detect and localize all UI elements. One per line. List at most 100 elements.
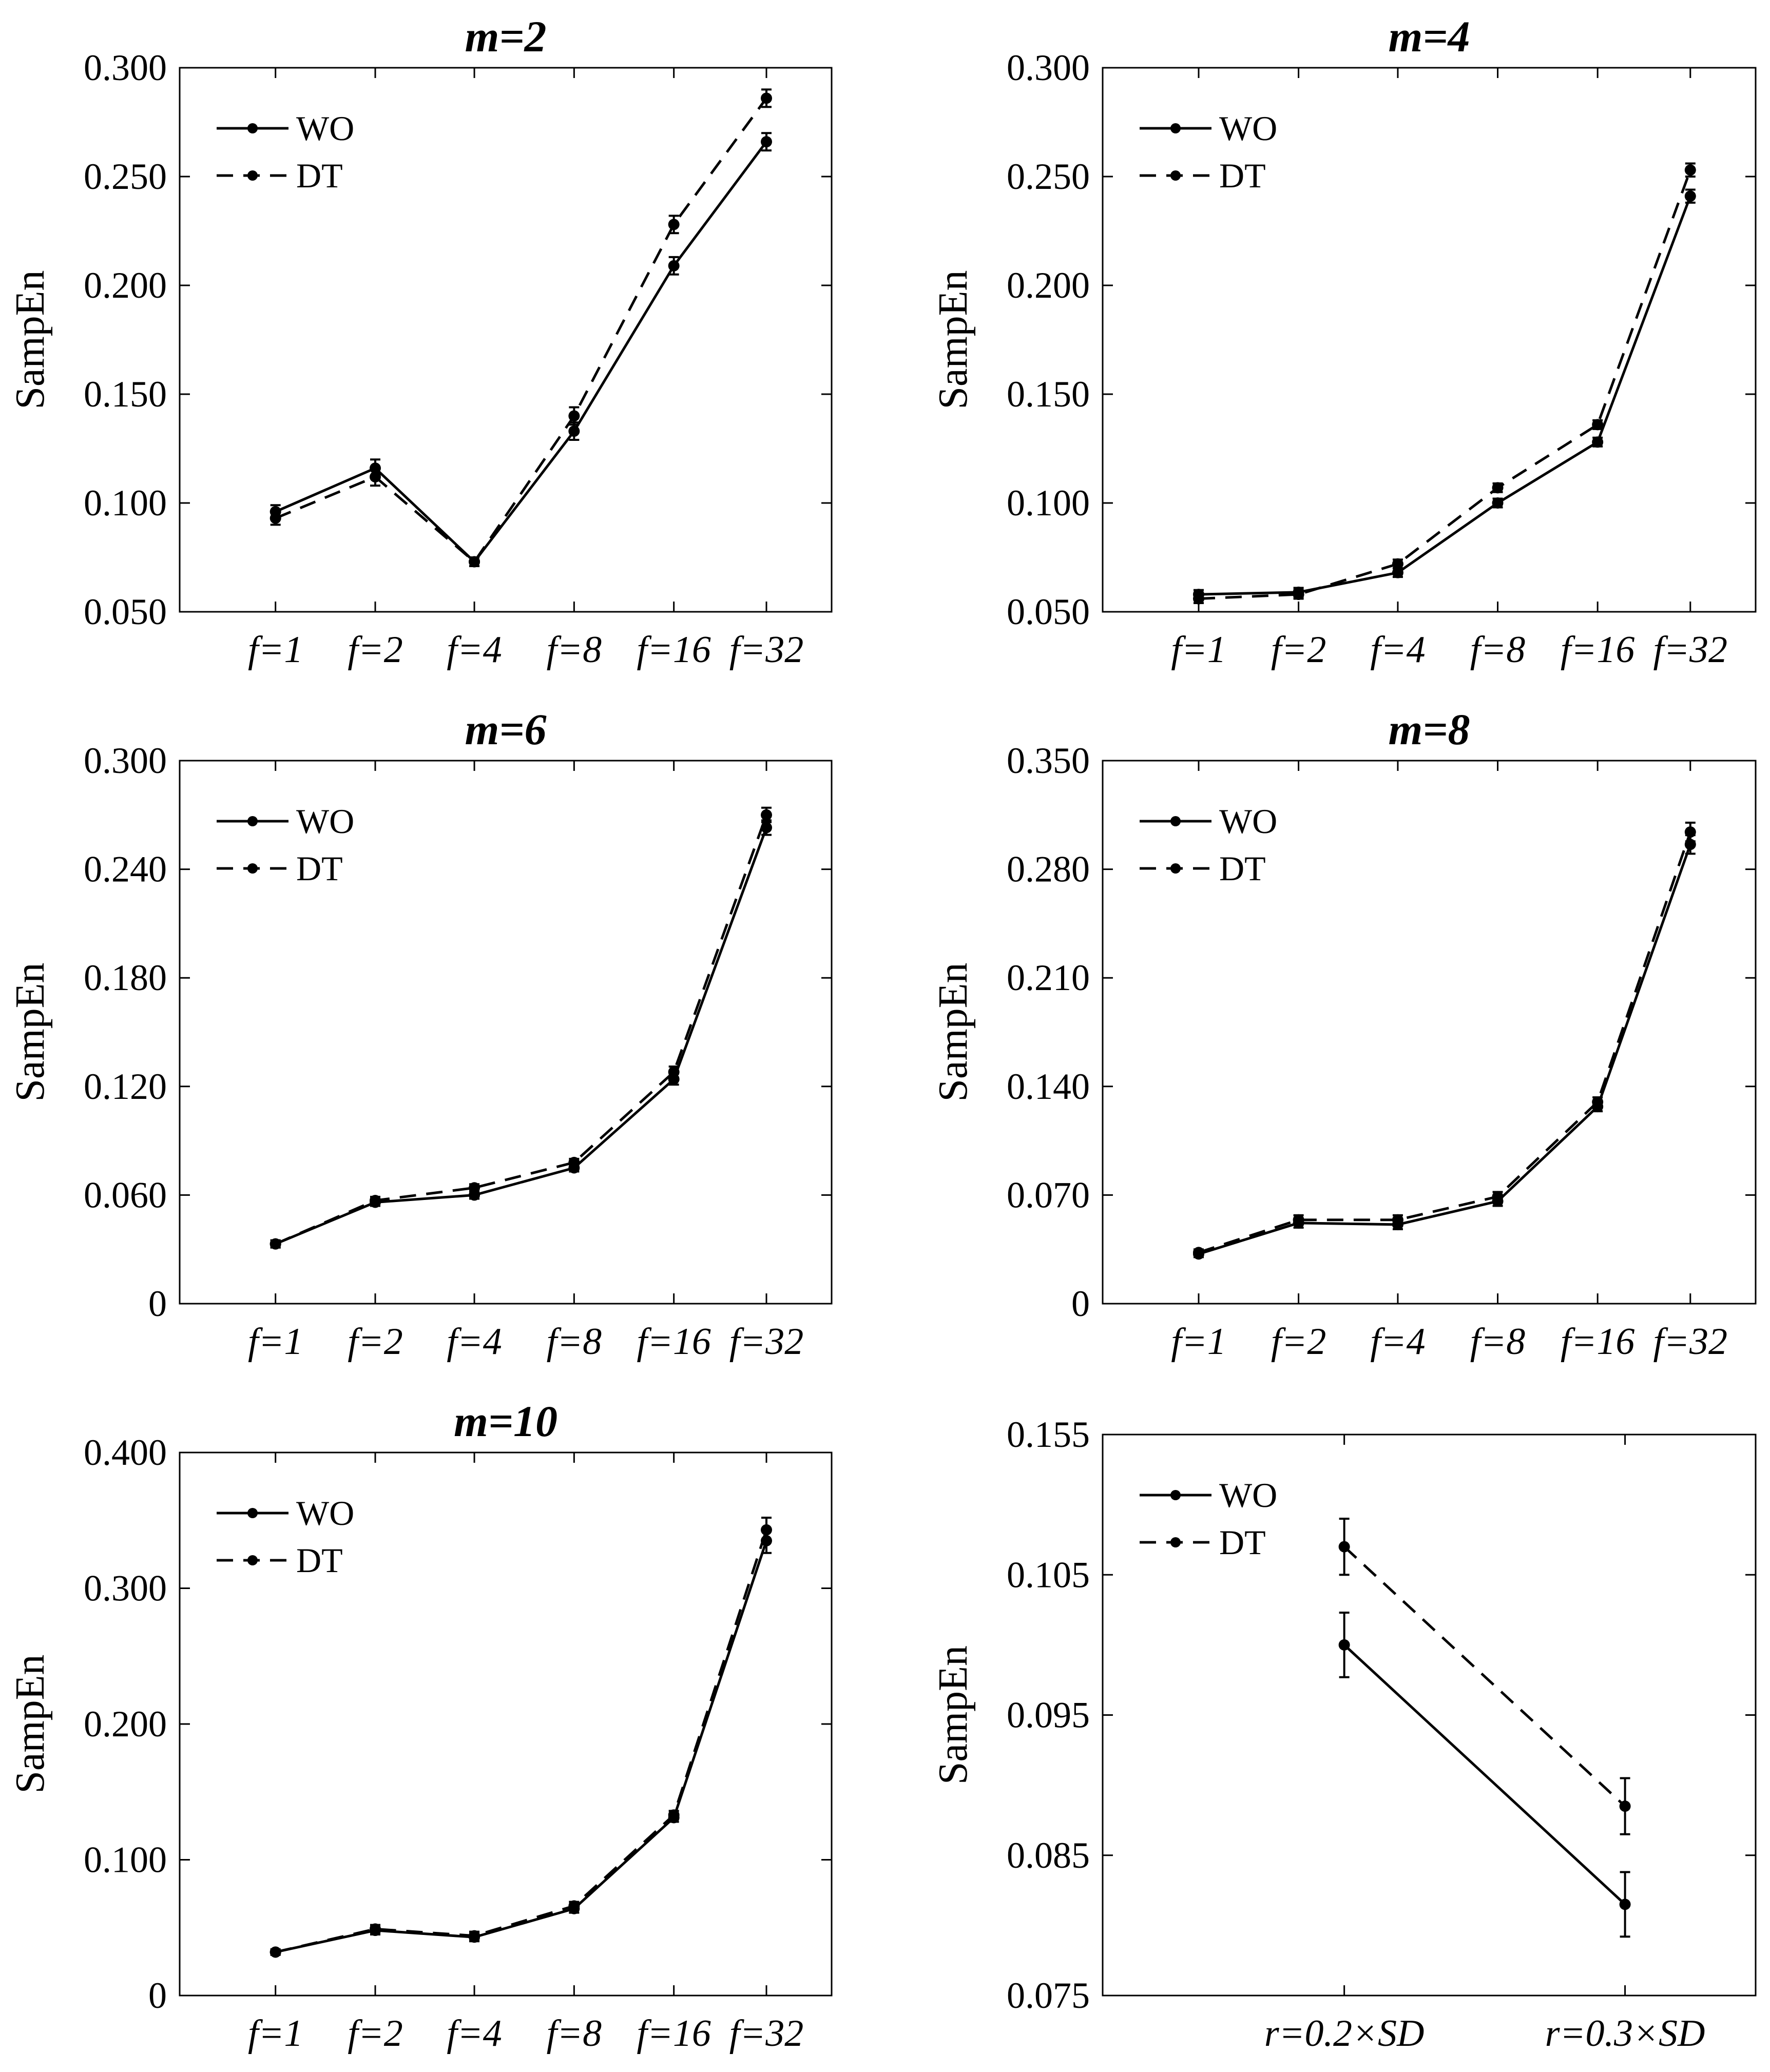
y-tick-label: 0.240: [84, 849, 167, 890]
x-tick-label: f=32: [729, 2012, 804, 2055]
y-tick-label: 0.100: [84, 482, 167, 524]
x-tick-label: f=2: [1271, 629, 1326, 671]
legend: WO DT: [1140, 802, 1277, 888]
y-tick-label: 0.085: [1007, 1835, 1090, 1876]
data-point-WO: [1392, 567, 1403, 578]
series-DT: [1192, 821, 1696, 1258]
data-point-DT: [1192, 593, 1204, 605]
x-tick-label: f=8: [1470, 629, 1526, 671]
legend-label-DT: DT: [296, 156, 343, 195]
y-tick-label: 0.150: [1007, 374, 1090, 415]
data-point-DT: [1592, 419, 1604, 431]
data-point-WO: [1592, 436, 1604, 448]
y-tick-label: 0.140: [1007, 1066, 1090, 1107]
x-tick-label: f=16: [637, 629, 711, 671]
legend-marker-DT: [1170, 863, 1181, 874]
series-WO: [1192, 188, 1696, 601]
x-tick-label: f=1: [1171, 629, 1226, 671]
legend-label-WO: WO: [296, 802, 354, 841]
y-tick-label: 0.050: [84, 591, 167, 632]
x-tick-label: f=16: [1561, 629, 1635, 671]
y-tick-label: 0.155: [1007, 1414, 1090, 1455]
legend-label-DT: DT: [296, 849, 343, 888]
data-point-WO: [1338, 1639, 1350, 1651]
x-tick-label: f=32: [1653, 1321, 1728, 1363]
data-point-WO: [1492, 497, 1504, 509]
data-point-DT: [270, 1238, 281, 1250]
data-point-DT: [270, 1946, 281, 1958]
y-tick-label: 0.300: [84, 47, 167, 88]
x-tick-label: r=0.2×SD: [1264, 2012, 1425, 2055]
chart-title: m=10: [454, 1397, 557, 1446]
data-point-WO: [1619, 1899, 1631, 1910]
data-point-DT: [1293, 1214, 1304, 1226]
data-point-DT: [270, 512, 281, 524]
data-point-DT: [1293, 589, 1304, 601]
data-point-DT: [668, 219, 680, 230]
y-tick-label: 0.070: [1007, 1174, 1090, 1215]
y-tick-label: 0.105: [1007, 1554, 1090, 1595]
x-tick-label: f=2: [348, 629, 403, 671]
x-tick-label: f=4: [1370, 629, 1426, 671]
data-point-DT: [1192, 1247, 1204, 1258]
chart-title: m=8: [1389, 705, 1470, 754]
data-point-DT: [668, 1809, 680, 1821]
x-tick-label: f=8: [547, 629, 602, 671]
x-tick-label: r=0.3×SD: [1545, 2012, 1705, 2055]
chart-panel-4: m=8 SampEn 0 0.070 0.140 0.210 0.280 0.350 f=1 f=…: [931, 705, 1757, 1363]
x-tick-label: f=2: [1271, 1321, 1326, 1363]
y-tick-label: 0.100: [84, 1839, 167, 1881]
y-axis-label: SampEn: [8, 270, 53, 409]
legend-marker-DT: [247, 170, 258, 181]
legend-label-WO: WO: [1219, 109, 1277, 148]
series-line-DT: [275, 1529, 768, 1953]
data-point-DT: [1338, 1541, 1350, 1553]
chart-title: m=4: [1389, 12, 1470, 61]
chart-title: m=2: [465, 12, 547, 61]
x-tick-label: f=32: [729, 1321, 804, 1363]
chart-panel-2: m=4 SampEn 0.050 0.100 0.150 0.200 0.250 0.300 f…: [931, 12, 1757, 671]
chart-panel-3: m=6 SampEn 0 0.060 0.120 0.180 0.240 0.300 f=1 f=…: [8, 705, 833, 1363]
legend: WO DT: [217, 109, 354, 195]
series-line-WO: [1198, 844, 1692, 1255]
y-tick-label: 0.120: [84, 1066, 167, 1107]
x-tick-label: f=16: [1561, 1321, 1635, 1363]
chart-panel-6: SampEn 0.075 0.085 0.095 0.105 0.155 r=0.2×SD r…: [931, 1414, 1757, 2055]
legend-marker-WO: [1170, 816, 1181, 826]
x-tick-label: f=8: [547, 1321, 602, 1363]
legend: WO DT: [217, 802, 354, 888]
series-WO: [1338, 1612, 1631, 1938]
plot-frame: [179, 760, 833, 1305]
data-point-DT: [761, 809, 772, 821]
series-DT: [1192, 162, 1696, 605]
plot-frame: [179, 67, 833, 613]
y-tick-label: 0.210: [1007, 957, 1090, 998]
legend-label-DT: DT: [1219, 849, 1266, 888]
series-line-WO: [1343, 1644, 1626, 1906]
y-tick-label: 0.350: [1007, 740, 1090, 781]
series-line-WO: [1198, 196, 1692, 596]
data-point-DT: [1592, 1096, 1604, 1108]
legend-label-WO: WO: [296, 1494, 354, 1533]
data-point-WO: [761, 136, 772, 148]
y-tick-label: 0.300: [1007, 47, 1090, 88]
legend: WO DT: [217, 1494, 354, 1580]
data-point-DT: [469, 556, 480, 568]
legend-marker-DT: [1170, 170, 1181, 181]
series-line-DT: [1343, 1545, 1626, 1807]
series-DT: [1338, 1517, 1631, 1835]
legend-marker-DT: [247, 1555, 258, 1565]
y-tick-label: 0.200: [1007, 265, 1090, 306]
y-tick-label: 0.300: [84, 740, 167, 781]
x-tick-label: f=1: [248, 629, 303, 671]
series-line-DT: [1198, 169, 1692, 601]
y-tick-label: 0: [148, 1283, 167, 1324]
x-tick-label: f=2: [348, 2012, 403, 2055]
legend-label-WO: WO: [1219, 1476, 1277, 1515]
data-point-DT: [761, 1524, 772, 1536]
x-tick-label: f=8: [547, 2012, 602, 2055]
legend-marker-WO: [247, 123, 258, 133]
data-point-WO: [668, 260, 680, 272]
data-point-DT: [1392, 1214, 1403, 1226]
